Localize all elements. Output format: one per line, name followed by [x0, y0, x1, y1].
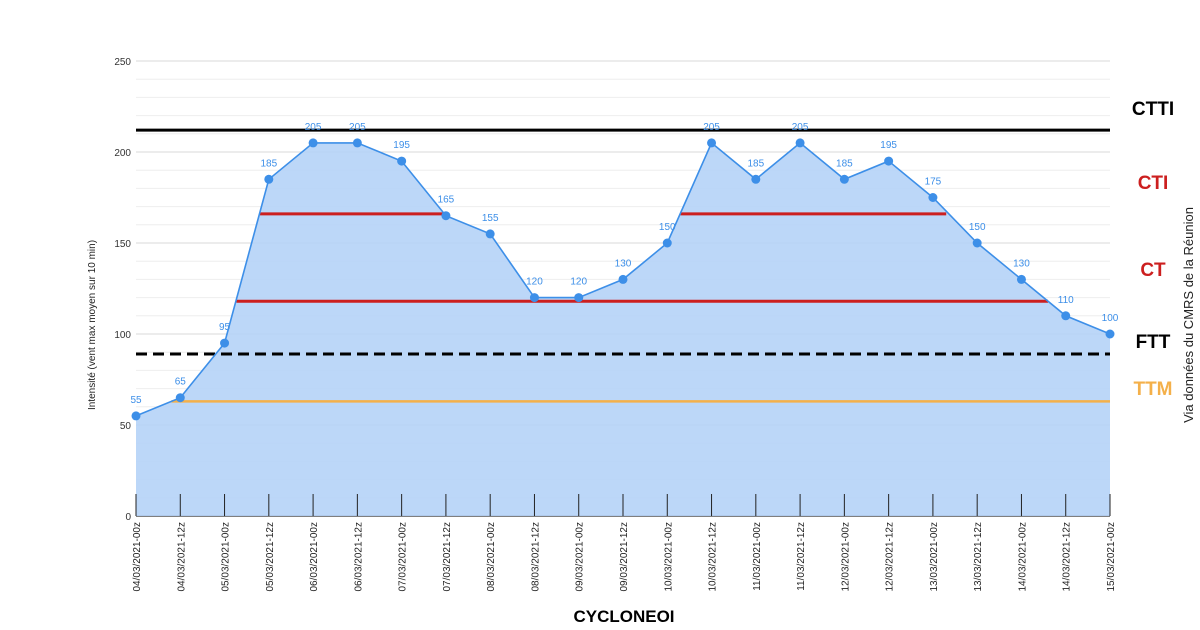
data-label: 205: [349, 122, 366, 133]
data-label: 120: [526, 277, 543, 288]
data-point: [485, 229, 495, 239]
data-point: [795, 138, 805, 148]
x-tick-label: 04/03/2021-12z: [176, 522, 187, 592]
x-tick-label: 07/03/2021-00z: [398, 522, 409, 592]
data-point: [574, 293, 584, 303]
y-tick-label: 100: [114, 330, 131, 341]
data-label: 175: [925, 177, 942, 188]
data-point: [529, 293, 539, 303]
data-point: [264, 174, 274, 184]
data-label: 205: [703, 122, 720, 133]
x-axis-title: CYCLONEOI: [573, 607, 674, 626]
x-tick-label: 09/03/2021-00z: [575, 522, 586, 592]
data-label: 120: [570, 277, 587, 288]
x-tick-label: 05/03/2021-12z: [265, 522, 276, 592]
data-label: 195: [393, 140, 410, 151]
data-point: [839, 174, 849, 184]
data-label: 205: [792, 122, 809, 133]
data-label: 155: [482, 213, 499, 224]
data-label: 110: [1058, 295, 1074, 306]
x-tick-label: 10/03/2021-00z: [663, 522, 674, 592]
x-tick-label: 14/03/2021-00z: [1017, 522, 1028, 592]
data-point: [220, 338, 230, 348]
x-tick-label: 09/03/2021-12z: [619, 522, 630, 592]
data-point: [662, 238, 672, 248]
x-tick-label: 08/03/2021-12z: [530, 522, 541, 592]
data-label: 165: [438, 195, 455, 206]
x-tick-label: 04/03/2021-00z: [132, 522, 143, 592]
data-label: 150: [969, 222, 986, 233]
data-label: 195: [880, 140, 897, 151]
x-tick-label: 06/03/2021-00z: [309, 522, 320, 592]
x-tick-label: 14/03/2021-12z: [1062, 522, 1073, 592]
data-point: [707, 138, 717, 148]
x-tick-label: 06/03/2021-12z: [353, 522, 364, 592]
x-tick-label: 12/03/2021-00z: [840, 522, 851, 592]
data-label: 95: [219, 322, 231, 333]
threshold-label-ctti: CTTI: [1132, 99, 1174, 120]
threshold-label-ttm: TTM: [1133, 379, 1172, 400]
data-label: 150: [659, 222, 676, 233]
y-tick-label: 200: [114, 148, 131, 159]
data-label: 205: [305, 122, 322, 133]
data-point: [441, 211, 451, 221]
data-label: 185: [260, 158, 277, 169]
x-tick-label: 15/03/2021-00z: [1106, 522, 1117, 592]
data-label: 55: [130, 395, 142, 406]
data-point: [352, 138, 362, 148]
x-tick-label: 07/03/2021-12z: [442, 522, 453, 592]
threshold-label-cti: CTI: [1138, 173, 1169, 194]
data-point: [972, 238, 982, 248]
x-tick-label: 11/03/2021-12z: [796, 522, 807, 591]
y-tick-label: 150: [114, 239, 131, 250]
data-label: 100: [1102, 313, 1119, 324]
threshold-label-ftt: FTT: [1136, 332, 1171, 353]
x-tick-label: 11/03/2021-00z: [752, 522, 763, 591]
data-point: [131, 411, 141, 421]
data-point: [928, 193, 938, 202]
x-axis-ticks: 04/03/2021-00z 04/03/2021-12z 05/03/2021-0…: [132, 494, 1117, 592]
x-tick-label: 13/03/2021-12z: [973, 522, 984, 592]
threshold-lines: [136, 128, 1110, 403]
x-tick-label: 12/03/2021-12z: [885, 522, 896, 592]
threshold-label-ct: CT: [1140, 260, 1166, 281]
source-note: Via données du CMRS de la Réunion: [1181, 207, 1196, 423]
data-point: [618, 274, 628, 284]
data-point: [175, 393, 185, 403]
data-label: 185: [747, 158, 764, 169]
data-point: [1105, 329, 1115, 339]
data-point: [308, 138, 318, 148]
data-point: [1016, 274, 1026, 284]
y-tick-label: 0: [125, 512, 131, 523]
data-point: [1061, 311, 1071, 321]
data-label: 185: [836, 158, 853, 169]
data-point: [397, 156, 407, 166]
y-tick-label: 250: [114, 57, 131, 68]
data-points: 55 65 95 185 205 205 195 165 155 120 120 130 150 205 1…: [130, 122, 1119, 421]
intensity-area: [136, 142, 1110, 516]
data-label: 65: [175, 377, 187, 388]
data-point: [884, 156, 894, 166]
x-tick-label: 05/03/2021-00z: [221, 522, 232, 592]
y-tick-label: 50: [120, 421, 132, 432]
threshold-labels: CTTI CTI CT FTT TTM: [1132, 99, 1174, 400]
y-axis-title: Intensité (vent max moyen sur 10 min): [87, 240, 98, 410]
x-tick-label: 08/03/2021-00z: [486, 522, 497, 592]
data-label: 130: [615, 258, 632, 269]
y-axis-ticks: 0 50 100 150 200 250: [114, 57, 131, 523]
x-tick-label: 10/03/2021-12z: [708, 522, 719, 592]
x-tick-label: 13/03/2021-00z: [929, 522, 940, 592]
data-point: [751, 174, 761, 184]
data-label: 130: [1013, 258, 1030, 269]
